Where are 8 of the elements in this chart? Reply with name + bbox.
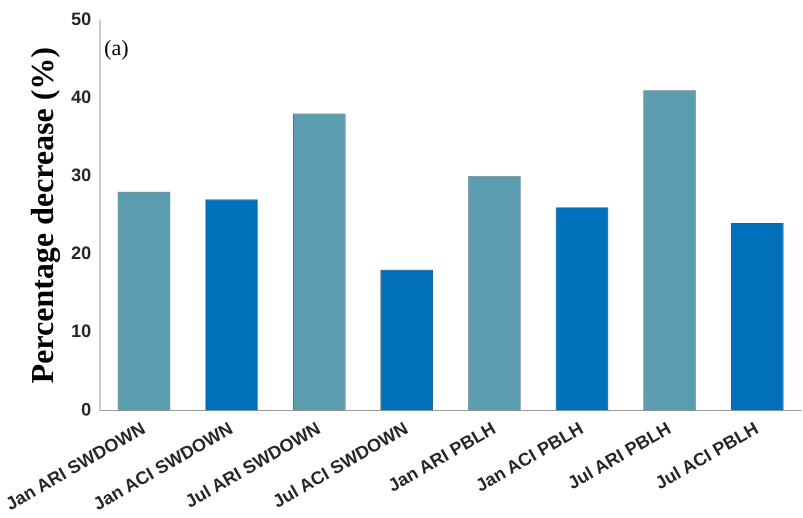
y-tick-label: 50: [71, 8, 92, 29]
y-tick-label: 30: [71, 165, 92, 186]
y-axis-title: Percentage decrease (%): [24, 46, 62, 384]
y-tick-label: 20: [71, 243, 92, 264]
annotation: (a): [104, 34, 129, 60]
y-tick-label: 10: [71, 321, 92, 342]
y-tick-label: 40: [71, 87, 92, 108]
y-tick-label: 0: [81, 399, 92, 420]
